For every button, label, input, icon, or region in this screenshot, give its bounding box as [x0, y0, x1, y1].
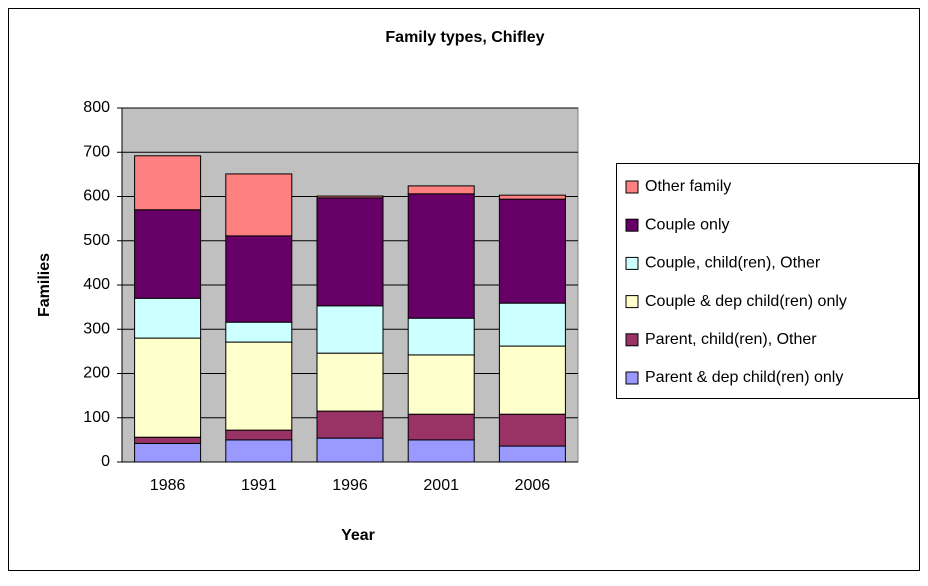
bar-segment: [134, 436, 202, 444]
y-tick-label: 800: [83, 99, 110, 116]
bar-segment: [225, 439, 293, 463]
legend-label: Parent & dep child(ren) only: [645, 369, 843, 386]
bar-segment: [225, 429, 293, 441]
bar-segment: [134, 209, 202, 299]
bar-segment: [498, 345, 566, 415]
x-tick-label: 1996: [332, 477, 368, 494]
bar-segment: [498, 445, 566, 463]
bar-segment: [316, 437, 384, 463]
bar-segment: [225, 341, 293, 431]
bar-segment: [498, 194, 566, 200]
x-tick-label: 1991: [241, 477, 277, 494]
bar-segment: [407, 413, 475, 441]
bar-segment: [316, 410, 384, 439]
y-tick-label: 700: [83, 143, 110, 160]
bar-segment: [134, 297, 202, 339]
y-axis-label: Families: [36, 253, 53, 317]
bar-segment: [134, 442, 202, 463]
y-tick-label: 300: [83, 320, 110, 337]
bar-segment: [407, 185, 475, 195]
bar-segment: [225, 321, 293, 343]
y-tick-label: 400: [83, 276, 110, 293]
bar-segment: [134, 155, 202, 211]
legend-swatch: [625, 295, 639, 309]
legend-box: [616, 163, 919, 399]
bar-segment: [407, 354, 475, 415]
bar-segment: [498, 198, 566, 304]
x-tick-label: 2006: [515, 477, 551, 494]
bar-segment: [407, 317, 475, 356]
y-tick-label: 0: [101, 453, 110, 470]
legend-label: Couple only: [645, 216, 730, 233]
bar-segment: [134, 337, 202, 438]
y-tick-label: 500: [83, 232, 110, 249]
legend-swatch: [625, 256, 639, 270]
x-tick-label: 1986: [150, 477, 186, 494]
y-tick-label: 100: [83, 409, 110, 426]
bar-segment: [225, 235, 293, 323]
bar-segment: [498, 302, 566, 347]
legend-swatch: [625, 333, 639, 347]
chart-title: Family types, Chifley: [385, 29, 544, 46]
bar-segment: [407, 193, 475, 319]
legend-swatch: [625, 218, 639, 232]
legend-label: Couple & dep child(ren) only: [645, 293, 847, 310]
x-axis-label: Year: [341, 527, 375, 544]
bar-segment: [316, 352, 384, 412]
y-tick-label: 200: [83, 365, 110, 382]
legend-label: Other family: [645, 178, 731, 195]
bar-segment: [316, 197, 384, 307]
x-tick-label: 2001: [423, 477, 459, 494]
bar-segment: [225, 173, 293, 237]
legend-swatch: [625, 371, 639, 385]
legend-swatch: [625, 180, 639, 194]
legend-label: Couple, child(ren), Other: [645, 255, 821, 272]
bar-segment: [316, 305, 384, 354]
bar-segment: [498, 413, 566, 447]
legend-label: Parent, child(ren), Other: [645, 331, 817, 348]
y-tick-label: 600: [83, 188, 110, 205]
bar-segment: [316, 195, 384, 199]
bar-segment: [407, 439, 475, 463]
